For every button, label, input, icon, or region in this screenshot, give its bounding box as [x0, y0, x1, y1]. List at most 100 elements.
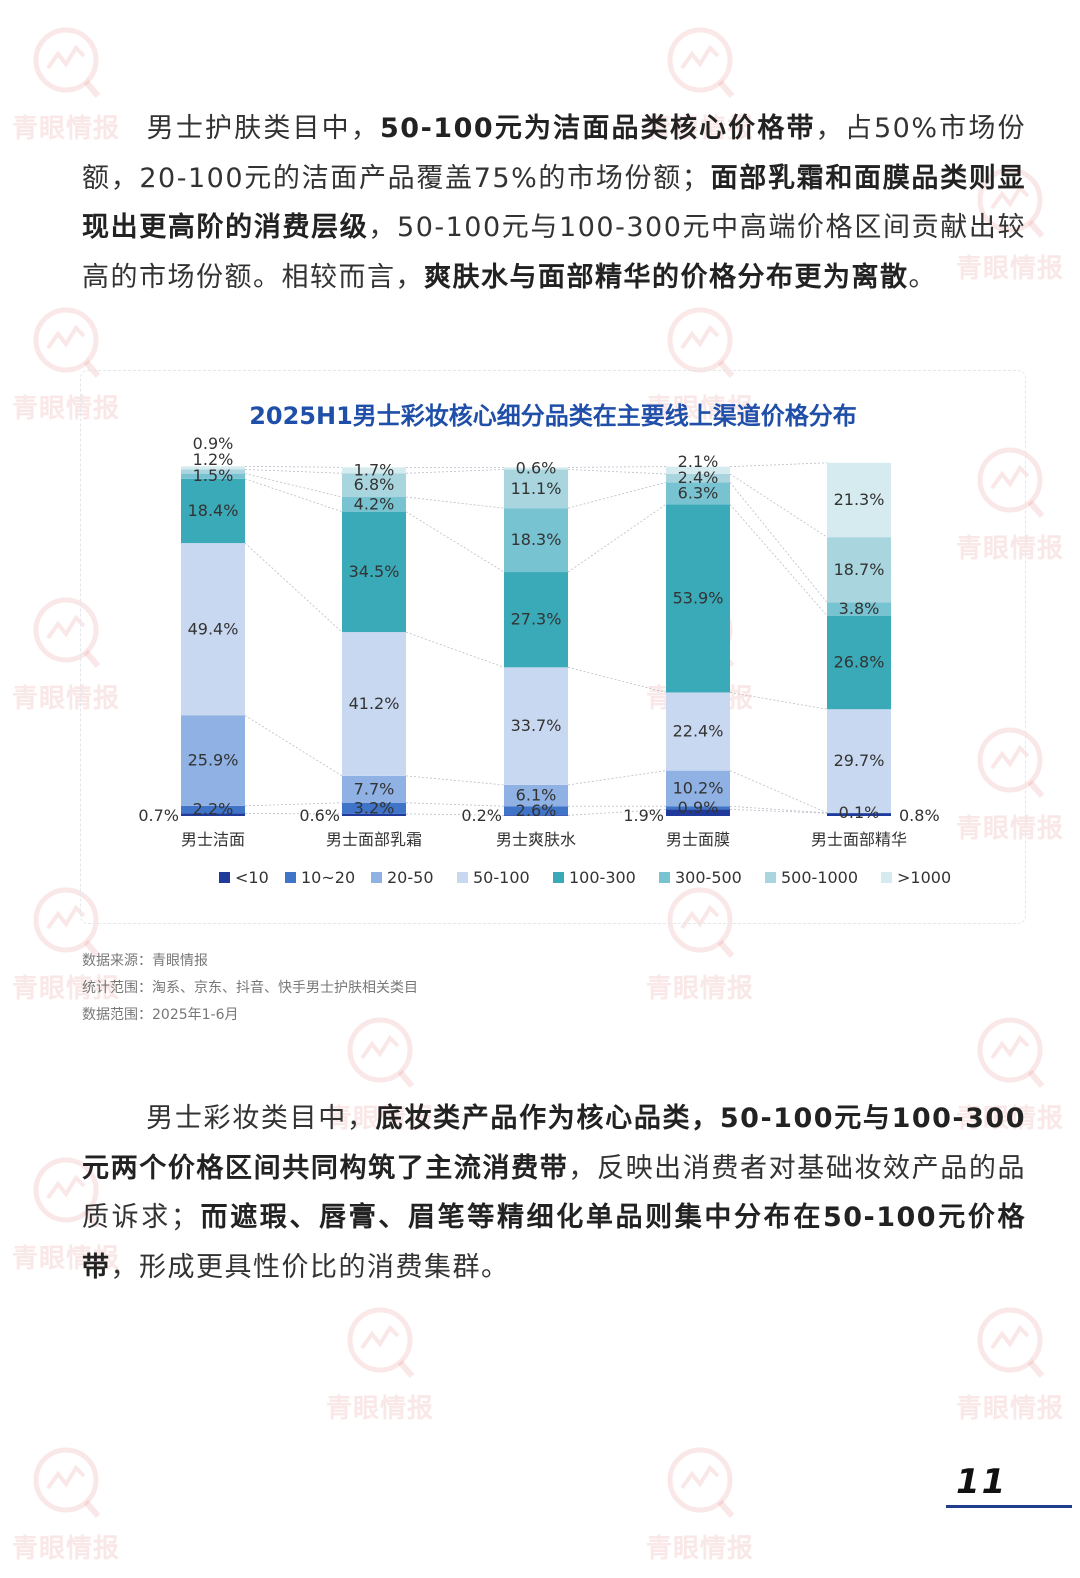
data-label: 26.8% [834, 652, 885, 671]
bar-segment [342, 511, 406, 633]
bar-segment [827, 813, 891, 816]
bar-segment [342, 467, 406, 474]
data-label: 2.6% [516, 801, 557, 820]
connector-line [567, 808, 667, 816]
connector-line [244, 542, 343, 633]
connector-line [405, 469, 505, 474]
data-label: 6.8% [354, 475, 395, 494]
legend-swatch [765, 872, 776, 883]
data-label: 2.1% [678, 452, 719, 471]
connector-line [729, 462, 828, 468]
connector-line [729, 482, 828, 603]
bar-segment [666, 692, 730, 771]
connector-line [244, 469, 343, 474]
watermark-text: 青眼情报 [645, 974, 754, 1004]
bar-segment [181, 473, 245, 479]
watermark-magnifier-icon [33, 27, 101, 98]
connector-line [729, 504, 828, 616]
watermark-magnifier-icon [347, 1017, 415, 1088]
watermark-magnifier-icon [977, 1017, 1045, 1088]
data-label: 0.9% [193, 434, 234, 453]
data-label: 10.2% [673, 778, 724, 797]
watermark-text: 青眼情报 [955, 814, 1064, 844]
data-label: 3.8% [839, 599, 880, 618]
watermark-magnifier-icon [667, 1447, 735, 1518]
bar-segment [504, 508, 568, 573]
data-label: 21.3% [834, 490, 885, 509]
paragraph1-run-0: 男士护肤类目中， [146, 113, 381, 144]
connector-line [729, 808, 828, 814]
bar-segment [504, 784, 568, 807]
connector-line [405, 511, 505, 573]
watermark-magnifier-icon [977, 447, 1045, 518]
paragraph1-run-2: ，占50%市场份额，20-100元的洁面产品覆盖75%的市场份额； [82, 113, 1027, 194]
data-label: 34.5% [349, 562, 400, 581]
watermark-text: 青眼情报 [955, 254, 1064, 284]
paragraph2-run-4: ，形成更具性价比的消费集群。 [110, 1251, 510, 1283]
watermark-logo: 青眼情报 [950, 1300, 1070, 1430]
connector-line [405, 496, 505, 509]
data-label: 6.1% [516, 786, 557, 805]
watermark-magnifier-icon [33, 1157, 101, 1228]
connector-line [405, 802, 505, 807]
watermark-magnifier-icon [33, 887, 101, 958]
paragraph1-run-4: ，50-100元与100-300元中高端价格区间贡献出较高的市场份额。相较而言， [82, 212, 1027, 293]
bar-segment [504, 572, 568, 668]
watermark-text: 青眼情报 [325, 1394, 434, 1424]
paragraph2-run-3: 而遮瑕、唇膏、眉笔等精细化单品则集中分布在50-100元价格带 [82, 1202, 1027, 1283]
data-label: 49.4% [188, 619, 239, 638]
watermark-magnifier-icon [977, 1307, 1045, 1378]
data-label: 4.2% [354, 494, 395, 513]
bar-segment [342, 775, 406, 803]
category-label: 男士面部乳霜 [326, 830, 422, 849]
data-label: 0.7% [138, 806, 179, 825]
paragraph1-run-1: 50-100元为洁面品类核心价格带 [380, 113, 816, 144]
data-label: 11.1% [511, 479, 562, 498]
watermark-magnifier-icon [33, 597, 101, 668]
paragraph2-run-0: 男士彩妆类目中， [146, 1103, 376, 1134]
connector-line [405, 775, 505, 786]
chart-notes: 数据来源：青眼情报 统计范围：淘系、京东、抖音、快手男士护肤相关类目 数据范围：… [82, 948, 418, 1029]
paragraph2-run-1: 底妆类产品作为核心品类，50-100元与100-300元两个价格区间共同构筑了主… [82, 1103, 1026, 1184]
data-label: 25.9% [188, 751, 239, 770]
watermark-text: 青眼情报 [11, 394, 120, 424]
legend-label: 500-1000 [781, 868, 858, 887]
data-label: 53.9% [673, 588, 724, 607]
data-label: 6.3% [678, 483, 719, 502]
bar-segment [181, 813, 245, 816]
scope-note: 统计范围：淘系、京东、抖音、快手男士护肤相关类目 [82, 980, 418, 996]
page-number-rule [946, 1505, 1072, 1508]
source-note: 数据来源：青眼情报 [82, 953, 208, 969]
data-label: 41.2% [349, 694, 400, 713]
bar-segment [827, 602, 891, 616]
intro-paragraph: 男士护肤类目中，50-100元为洁面品类核心价格带，占50%市场份额，20-10… [82, 104, 1026, 302]
watermark-magnifier-icon [33, 307, 101, 378]
watermark-logo: 青眼情报 [6, 1440, 126, 1570]
bar-segment [181, 805, 245, 814]
connector-line [567, 666, 667, 693]
watermark-text: 青眼情报 [955, 534, 1064, 564]
watermark-logo: 青眼情报 [950, 720, 1070, 850]
legend-swatch [285, 872, 296, 883]
watermark-text: 青眼情报 [955, 1104, 1064, 1134]
watermark-logo: 青眼情报 [640, 1440, 760, 1570]
watermark-magnifier-icon [977, 167, 1045, 238]
bar-segment [666, 806, 730, 810]
bar-segment [666, 482, 730, 505]
bar-segment [504, 815, 568, 816]
connector-line [567, 504, 667, 573]
connector-line [729, 473, 828, 538]
bar-segment [181, 469, 245, 474]
watermark-magnifier-icon [977, 727, 1045, 798]
watermark-logo: 青眼情报 [6, 590, 126, 720]
watermark-text: 青眼情报 [325, 1104, 434, 1134]
legend-label: 300-500 [675, 868, 742, 887]
stacked-bar-chart: 2025H1男士彩妆核心细分品类在主要线上渠道价格分布 0.7% 25.9% 49.4… [138, 402, 951, 887]
data-label: 1.9% [623, 806, 664, 825]
watermark-text: 青眼情报 [11, 1534, 120, 1564]
bar-segment [666, 809, 730, 816]
bar-segment [827, 537, 891, 603]
legend-swatch [219, 872, 230, 883]
category-label: 男士洁面 [181, 830, 245, 849]
watermark-logo: 青眼情报 [6, 1150, 126, 1280]
